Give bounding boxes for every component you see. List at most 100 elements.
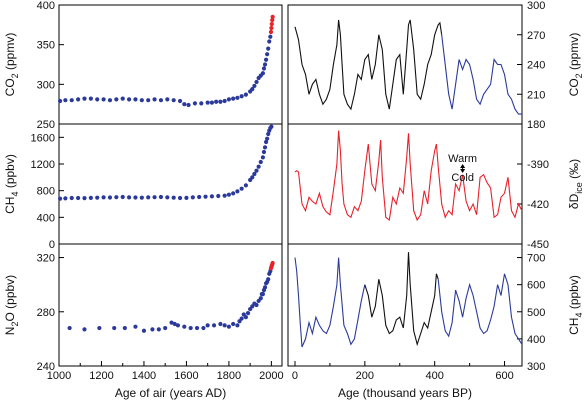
- data-point: [226, 192, 232, 197]
- data-point: [214, 99, 219, 104]
- data-point: [126, 97, 132, 102]
- y-axis-label-unit: (ppmv): [3, 33, 17, 74]
- data-point: [265, 136, 270, 141]
- data-point: [260, 71, 265, 76]
- data-point: [263, 139, 269, 145]
- y-tick-label: 280: [37, 307, 55, 319]
- data-point: [171, 98, 176, 103]
- data-point: [182, 324, 187, 329]
- data-point: [269, 25, 274, 31]
- data-point: [262, 285, 268, 290]
- annotation-cold: Cold: [451, 172, 474, 184]
- data-point: [76, 97, 81, 102]
- panel-right-top: 180 210 240 270 300 CO2 (ppmv): [288, 0, 584, 131]
- data-point: [188, 325, 193, 331]
- y-axis-label-unit: (ppbv): [3, 154, 17, 191]
- data-point: [226, 97, 232, 102]
- data-point: [267, 39, 272, 44]
- data-point: [266, 131, 271, 137]
- y-axis-label-main: CO: [567, 78, 581, 96]
- y-axis-label-main: CO: [3, 78, 17, 96]
- data-point: [82, 96, 87, 101]
- data-point: [177, 195, 183, 201]
- data-point: [112, 325, 117, 331]
- data-point: [107, 195, 113, 200]
- data-point: [218, 321, 223, 327]
- data-point: [254, 302, 259, 308]
- data-point: [63, 98, 68, 103]
- data-point: [231, 191, 236, 196]
- data-point: [239, 186, 244, 191]
- y-axis-label-main: δD: [567, 193, 581, 209]
- series-line: [437, 273, 523, 345]
- y-tick-label: 0: [49, 239, 55, 251]
- annotation-arrow-up: [460, 164, 466, 168]
- data-point: [261, 66, 267, 71]
- data-point: [156, 327, 161, 332]
- data-point: [262, 62, 268, 67]
- data-point: [205, 323, 210, 328]
- y-axis-label-main: CH: [3, 197, 17, 214]
- series-line: [294, 130, 523, 222]
- data-point: [250, 86, 255, 92]
- y-tick-label: 180: [527, 119, 545, 131]
- series-line: [441, 34, 522, 115]
- data-point: [243, 92, 248, 97]
- data-point: [269, 21, 274, 27]
- annotation-warm: Warm: [448, 153, 477, 165]
- y-axis-label-unit: O (ppbv): [3, 275, 17, 322]
- data-point: [146, 98, 151, 103]
- series-line: [294, 257, 366, 348]
- data-point: [82, 196, 87, 201]
- data-point: [69, 195, 74, 201]
- data-point: [120, 96, 125, 101]
- data-point: [226, 324, 232, 329]
- y-tick-label: 500: [527, 307, 545, 319]
- data-point: [190, 195, 195, 200]
- data-point: [76, 195, 81, 201]
- data-point: [192, 101, 198, 106]
- y-axis-label-sub: 2: [10, 73, 20, 78]
- data-point: [165, 195, 170, 200]
- y-axis-label-unit: (ppbv): [567, 275, 581, 312]
- data-point: [239, 316, 244, 321]
- data-point: [243, 315, 248, 320]
- y-tick-label: 1200: [31, 159, 55, 171]
- y-tick-label: 300: [527, 361, 545, 373]
- data-point: [239, 94, 244, 99]
- data-point: [152, 195, 157, 200]
- y-axis-label: CH4 (ppbv): [567, 275, 584, 335]
- panel-left-bottom: 240 280 320 1000 1200 1400 1600 1800 2000 Age of …: [3, 253, 284, 400]
- data-point: [254, 79, 259, 85]
- data-point: [150, 327, 155, 332]
- data-point: [203, 194, 208, 199]
- data-point: [197, 194, 202, 200]
- data-point: [222, 323, 227, 328]
- y-axis-label: CO2 (ppmv): [567, 33, 584, 97]
- data-point: [231, 321, 236, 327]
- data-point: [270, 260, 275, 266]
- data-point: [57, 98, 63, 104]
- x-tick-label: 0: [292, 370, 298, 382]
- data-point: [101, 97, 106, 102]
- x-axis-label: Age of air (years AD): [115, 386, 226, 400]
- data-point: [265, 52, 270, 57]
- x-tick-label: 400: [426, 370, 444, 382]
- data-point: [199, 101, 204, 106]
- y-tick-label: 240: [527, 60, 545, 72]
- y-tick-label: 250: [37, 119, 55, 131]
- data-point: [254, 168, 259, 173]
- data-point: [258, 296, 263, 301]
- data-point: [218, 99, 223, 104]
- x-tick-label: 1400: [132, 370, 156, 382]
- data-point: [169, 320, 174, 325]
- data-point: [266, 277, 271, 282]
- y-axis-label: N2O (ppbv): [3, 275, 20, 335]
- y-tick-label: -420: [527, 199, 549, 211]
- data-point: [256, 164, 261, 169]
- data-point: [266, 46, 271, 51]
- data-point: [211, 323, 217, 328]
- data-point: [146, 195, 151, 200]
- data-point: [184, 195, 189, 200]
